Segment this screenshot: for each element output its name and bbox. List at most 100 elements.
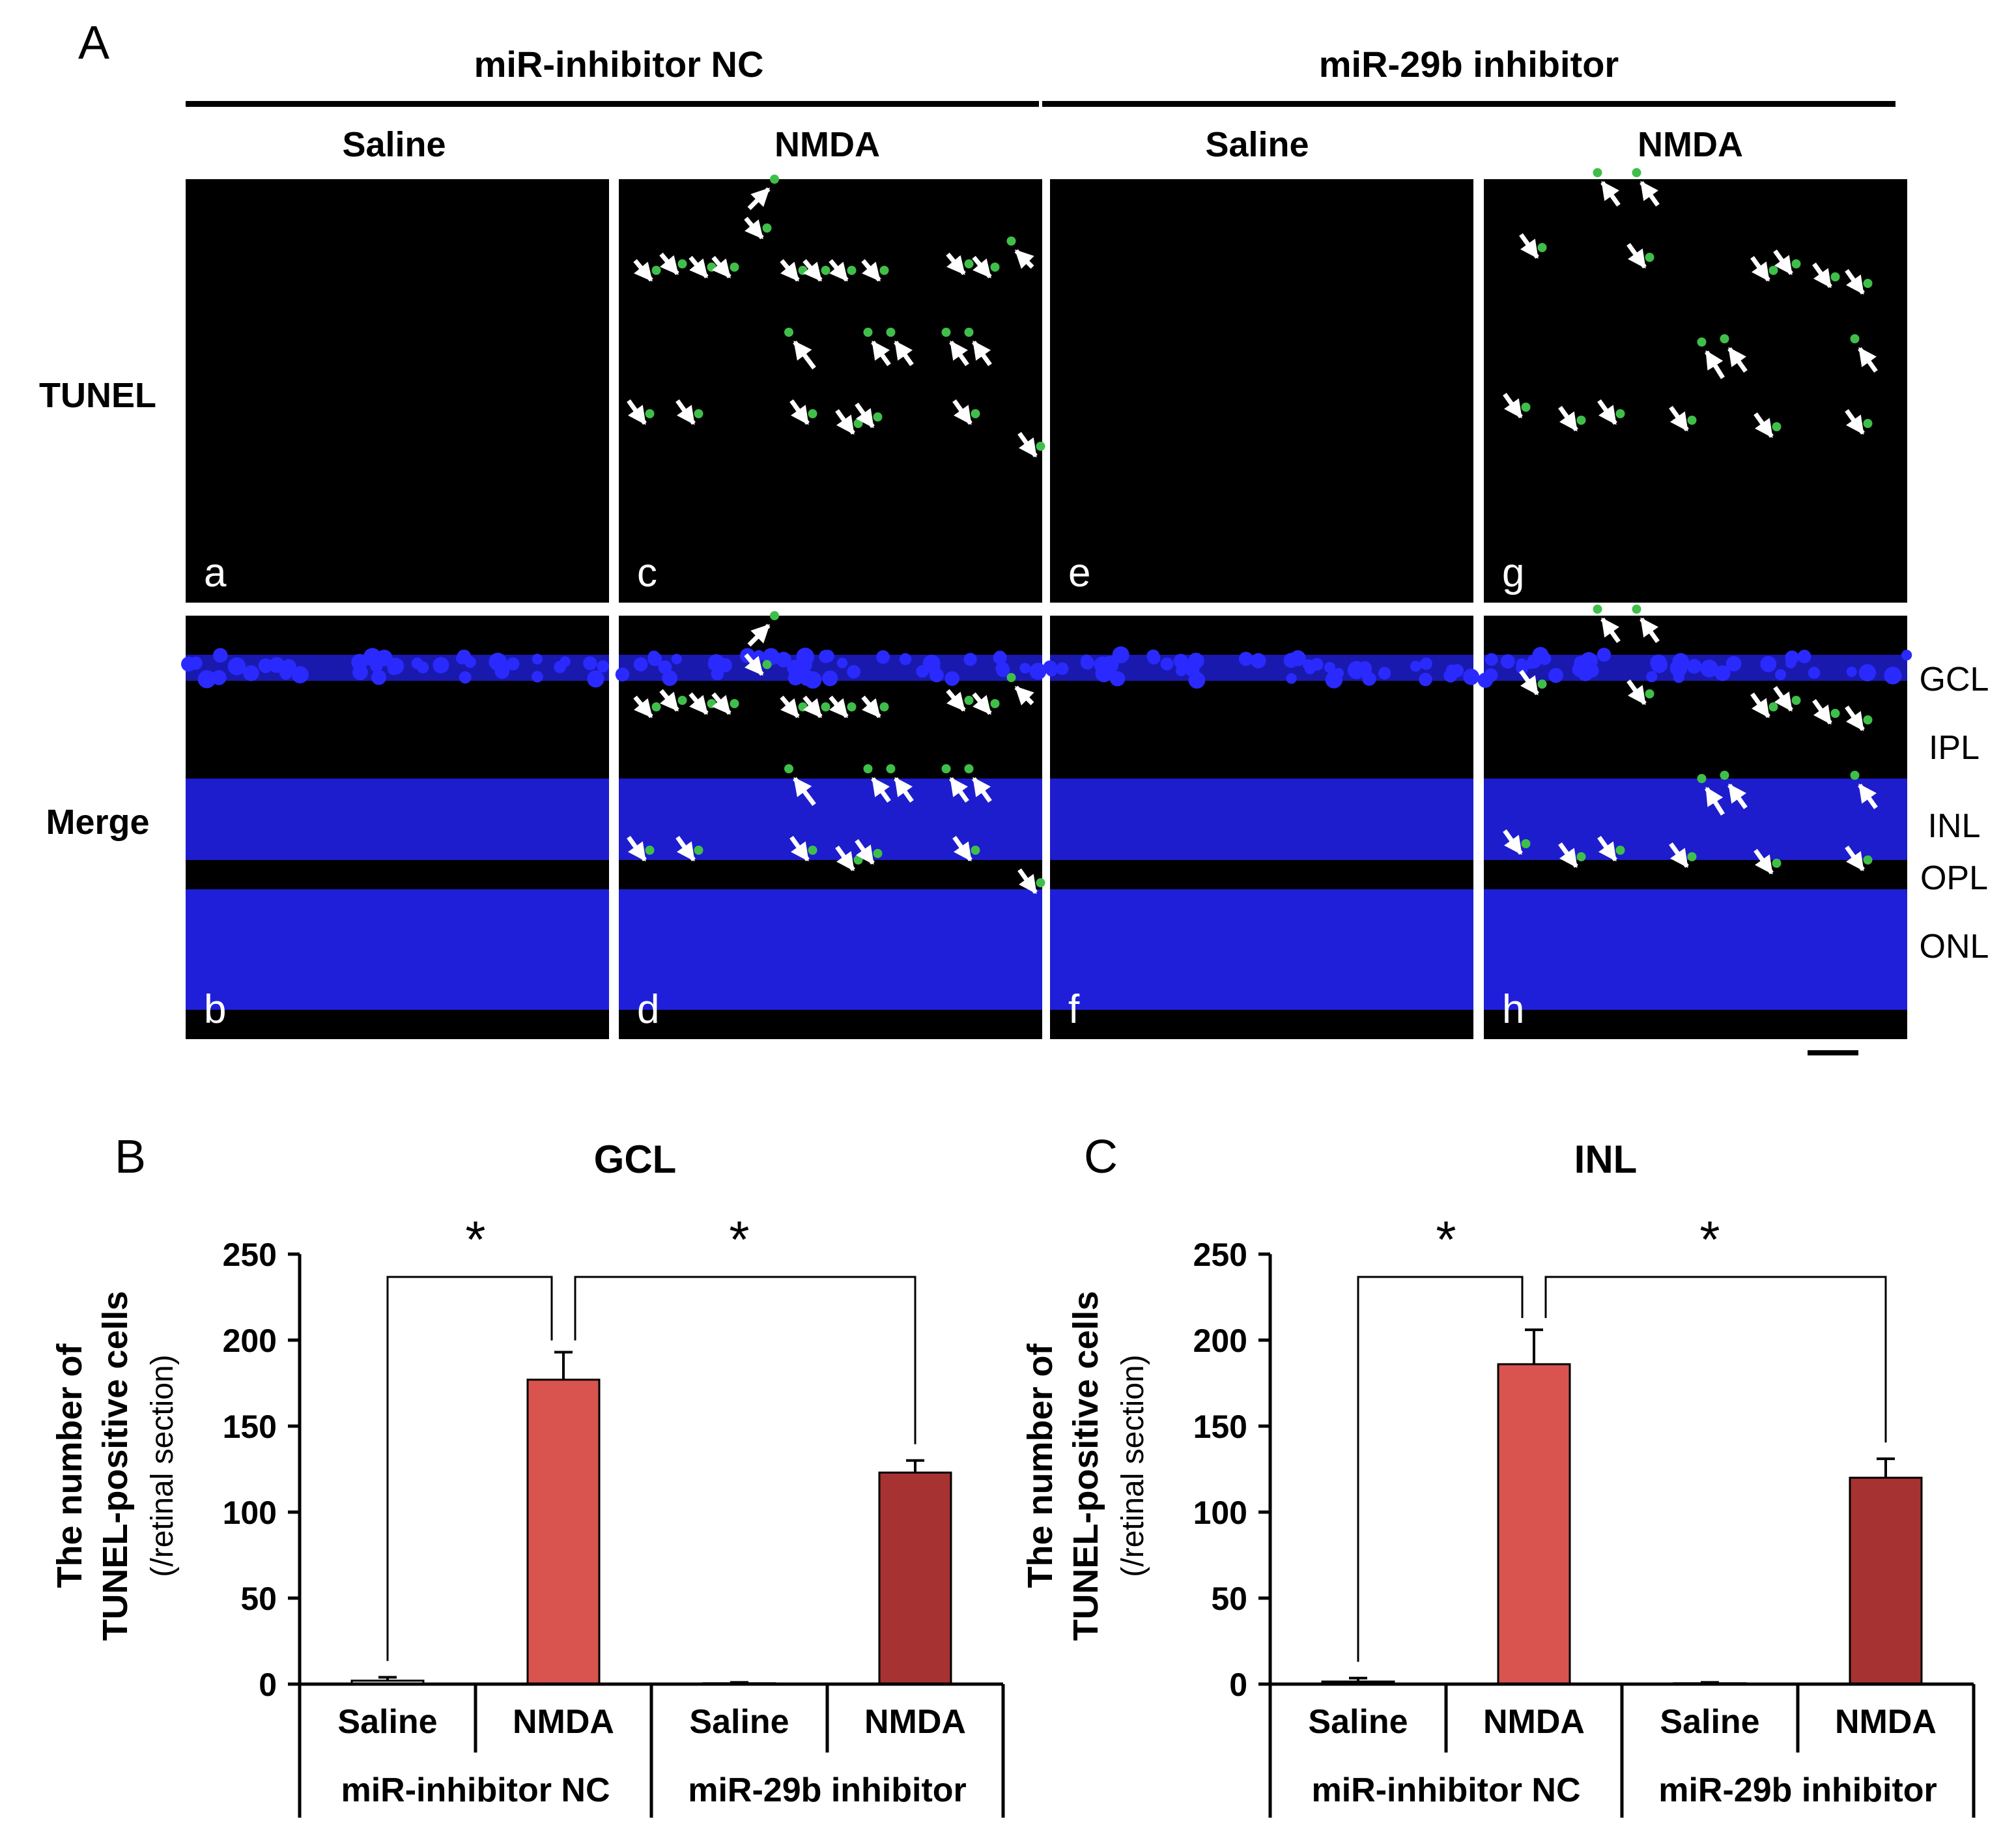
nucleus-dot [1858,664,1877,681]
nucleus-dot [227,657,246,676]
nucleus-dot [1419,657,1432,670]
panel-letter: h [1502,987,1524,1032]
pointer-arrow [1600,180,1621,207]
pointer-arrow [1519,669,1539,696]
pointer-arrow [1773,249,1793,276]
category-label: NMDA [1483,1703,1585,1741]
onl-band [186,889,609,1010]
tunel-positive-cell [798,702,808,711]
tunel-positive-cell [762,660,772,669]
nucleus-dot [1286,673,1297,684]
tunel-positive-cell [886,328,896,337]
significance-bracket [386,1276,553,1661]
tunel-positive-cell [1830,272,1840,281]
pointer-arrow [1845,268,1865,295]
nucleus-dot [280,668,292,680]
group-label: miR-inhibitor NC [1311,1771,1580,1809]
micrograph-panel: e [1050,179,1473,603]
tunel-positive-cell [1036,878,1045,887]
micrograph-panel: h [1477,605,1912,1039]
tunel-positive-cell [1697,774,1707,783]
group-label: miR-29b inhibitor [688,1771,967,1809]
nucleus-dot [1646,671,1658,683]
pointer-arrow [627,399,647,425]
nucleus-dot [1324,662,1336,674]
tunel-positive-cell [964,696,974,705]
tunel-positive-cell [1006,673,1016,682]
tunel-positive-cell [770,611,779,620]
pointer-arrow [780,259,800,282]
pointer-arrow [633,259,653,282]
nucleus-dot [788,670,803,686]
nucleus-dot [1463,668,1480,685]
pointer-arrow [1626,242,1647,269]
layer-opl: OPL [1920,859,1988,897]
tunel-positive-cell [1593,168,1602,177]
nucleus-dot [993,650,1007,665]
nucleus-dot [1283,653,1299,668]
micrograph-panel: f [1043,616,1480,1039]
pointer-arrow [1845,408,1865,435]
tunel-positive-cell [879,266,889,275]
pointer-arrow [894,777,914,803]
onl-band [619,889,1042,1010]
nucleus-dot [1333,668,1344,679]
nucleus-dot [459,671,472,684]
tunel-positive-cell [886,764,896,773]
nucleus-dot [291,666,309,683]
pointer-arrow [949,777,969,803]
pointer-arrow [780,695,800,719]
pointer-arrow [861,259,881,282]
nucleus-dot [1362,672,1376,686]
pointer-arrow [1597,835,1617,862]
tunel-positive-cell [941,328,951,337]
nucleus-dot [560,656,571,667]
pointer-arrow [1753,848,1774,875]
pointer-arrow [1705,786,1725,816]
tunel-positive-cell [990,263,1000,272]
group1-underline [186,101,1039,107]
row-merge-label: Merge [46,803,149,842]
nucleus-dot [647,651,662,666]
tunel-positive-cell [1863,855,1873,865]
tunel-positive-cell [863,328,873,337]
pointer-arrow [1503,829,1523,855]
pointer-arrow [633,695,653,719]
chart-gcl: GCL 0 50 100 150 200 250 The number of TUNEL-pos… [50,1138,1005,1818]
significance-star: * [1699,1210,1720,1268]
nucleus-dot [1045,665,1058,677]
nucleus-dot [1686,659,1702,674]
nucleus-dot [899,653,912,665]
pointer-arrow [1626,679,1647,706]
nucleus-dot [1884,666,1902,685]
pointer-arrow [1014,685,1034,706]
micrograph-panel: g [1484,168,1907,603]
nucleus-dot [597,660,610,673]
group-label: miR-inhibitor NC [341,1771,610,1809]
nucleus-dot [847,665,861,679]
tunel-positive-cell [1615,846,1625,855]
nucleus-dot [1173,653,1188,668]
pointer-arrow [1503,392,1523,419]
bar [878,1471,952,1685]
tunel-positive-cell [707,699,717,708]
nucleus-dot [1056,662,1069,676]
pointer-arrow [1017,868,1038,895]
pointer-arrow [1858,347,1878,373]
nucleus-dot [583,656,597,670]
tunel-positive-cell [645,846,655,855]
pointer-arrow [1750,255,1770,282]
tunel-positive-cell [1593,605,1602,614]
nucleus-dot [587,670,604,688]
tunel-positive-cell [941,764,951,773]
nucleus-dot [799,669,815,686]
panel-letter: e [1068,551,1090,595]
pointer-arrow [659,252,679,276]
pointer-arrow [1600,617,1621,644]
pointer-arrow [861,695,881,719]
y-tick-label: 50 [1211,1581,1247,1617]
bar [1497,1363,1571,1685]
pointer-arrow [793,340,816,370]
nucleus-dot [1760,655,1777,672]
